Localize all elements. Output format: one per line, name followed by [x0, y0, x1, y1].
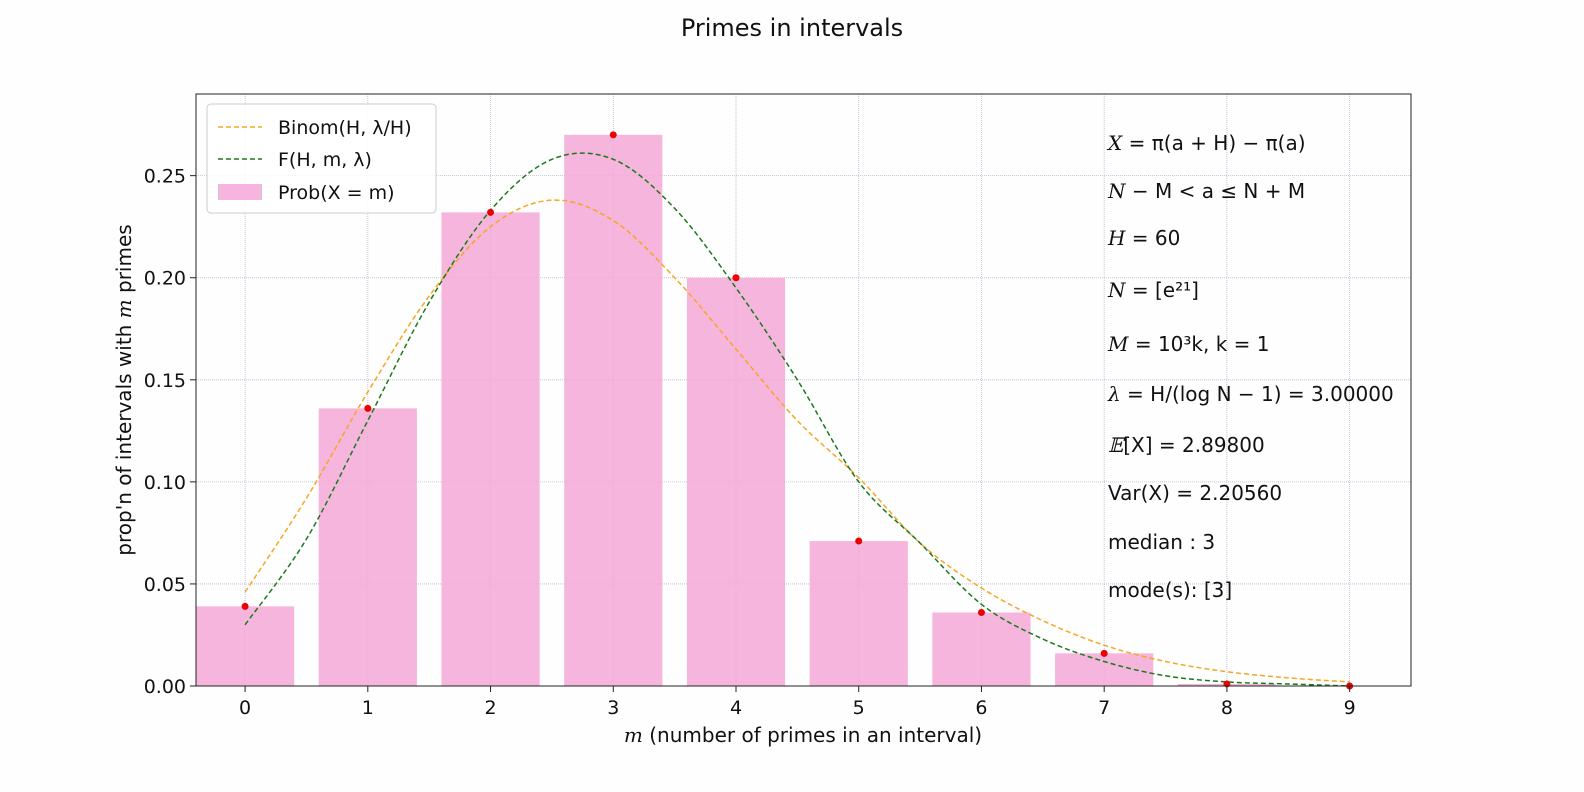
bar — [441, 212, 540, 686]
annotation-variable: λ — [1107, 382, 1121, 406]
data-point — [364, 404, 372, 412]
x-tick-label: 6 — [975, 697, 987, 719]
annotation-text: median : 3 — [1108, 530, 1215, 554]
annotation-variable: N — [1107, 278, 1127, 302]
data-point — [241, 602, 249, 610]
x-tick-label: 1 — [362, 697, 374, 719]
annotation-text: = 60 — [1125, 226, 1180, 250]
annotation-text: = [e²¹] — [1126, 278, 1199, 302]
series-line — [244, 199, 1350, 683]
x-tick-label: 5 — [853, 697, 865, 719]
stats-annotations: X = π(a + H) − π(a)N − M < a ≤ N + MH = … — [1106, 131, 1394, 602]
y-tick-label: 0.25 — [144, 166, 186, 188]
annotation-variable: N — [1107, 179, 1127, 203]
y-tick-label: 0.00 — [144, 676, 186, 698]
y-tick-label: 0.15 — [144, 370, 186, 392]
annotation-variable: X — [1106, 131, 1123, 155]
annotation-line: mode(s): [3] — [1108, 578, 1232, 602]
legend-label: F(H, m, λ) — [278, 149, 372, 171]
legend-box — [206, 103, 437, 214]
y-tick-label: 0.10 — [144, 472, 186, 494]
annotation-line: N = [e²¹] — [1107, 278, 1199, 302]
data-point — [1100, 649, 1108, 657]
annotation-line: median : 3 — [1108, 530, 1215, 554]
annotation-line: H = 60 — [1107, 226, 1180, 250]
line-series — [244, 152, 1350, 687]
annotation-text: Var(X) = 2.20560 — [1108, 481, 1282, 505]
x-tick-label: 2 — [484, 697, 496, 719]
series-line — [244, 152, 1350, 687]
y-tick-label: 0.05 — [144, 574, 186, 596]
data-point — [487, 208, 495, 216]
annotation-line: M = 10³k, k = 1 — [1107, 332, 1270, 356]
y-tick-label: 0.20 — [144, 268, 186, 290]
x-tick-label: 8 — [1221, 697, 1233, 719]
x-axis-ticks: 0 1 2 3 4 5 6 7 8 9 — [239, 686, 1356, 719]
data-point — [609, 131, 617, 139]
annotation-line: N − M < a ≤ N + M — [1107, 179, 1305, 203]
bar — [1055, 653, 1154, 686]
annotation-text: mode(s): [3] — [1108, 578, 1232, 602]
plot-frame — [195, 93, 1412, 687]
bar — [686, 277, 786, 686]
annotation-text: = π(a + H) − π(a) — [1122, 131, 1305, 155]
annotation-variable: M — [1107, 332, 1129, 356]
legend-swatch — [218, 184, 262, 200]
annotation-variable: H — [1107, 226, 1126, 250]
y-axis-ticks: 0.00 0.05 0.10 0.15 0.20 0.25 — [144, 166, 196, 698]
data-point — [855, 537, 863, 545]
data-point — [977, 609, 985, 617]
chart-title: Primes in intervals — [681, 14, 903, 42]
annotation-line: Var(X) = 2.20560 — [1108, 481, 1282, 505]
annotation-variable: 𝔼 — [1108, 433, 1126, 457]
x-axis-label: m (number of primes in an interval) — [624, 723, 982, 747]
x-tick-label: 4 — [730, 697, 742, 719]
annotation-line: X = π(a + H) − π(a) — [1106, 131, 1306, 155]
legend: Binom(H, λ/H) F(H, m, λ) Prob(X = m) — [206, 103, 437, 214]
x-tick-label: 9 — [1344, 697, 1356, 719]
bar — [318, 408, 417, 686]
bar — [196, 606, 295, 686]
annotation-text: [X] = 2.89800 — [1123, 433, 1264, 457]
annotation-text: = 10³k, k = 1 — [1128, 332, 1269, 356]
legend-label: Binom(H, λ/H) — [278, 117, 412, 139]
x-tick-label: 7 — [1098, 697, 1110, 719]
x-tick-label: 3 — [607, 697, 619, 719]
bar — [564, 134, 663, 687]
y-axis-label: prop'n of intervals with m primes — [112, 224, 136, 555]
annotation-line: 𝔼[X] = 2.89800 — [1108, 433, 1265, 457]
annotation-line: λ = H/(log N − 1) = 3.00000 — [1107, 382, 1394, 406]
x-tick-label: 0 — [239, 697, 251, 719]
annotation-text: = H/(log N − 1) = 3.00000 — [1121, 382, 1394, 406]
data-point — [732, 274, 740, 282]
legend-label: Prob(X = m) — [278, 182, 395, 204]
bar — [809, 541, 908, 686]
bar-series — [196, 134, 1276, 687]
bar — [932, 612, 1031, 686]
annotation-text: − M < a ≤ N + M — [1126, 179, 1306, 203]
